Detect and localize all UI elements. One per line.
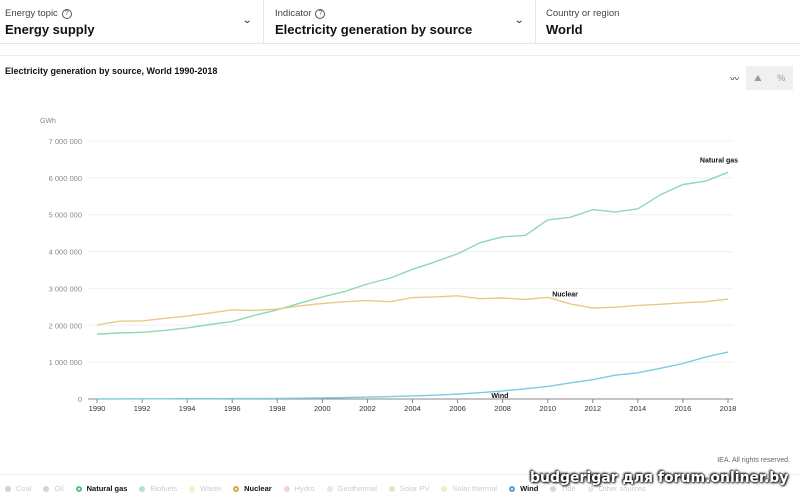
x-tick-label: 2000 (314, 404, 331, 413)
help-icon[interactable]: ? (315, 8, 326, 19)
x-tick-label: 1998 (269, 404, 286, 413)
chevron-down-icon[interactable]: ⌄ (513, 15, 525, 26)
filter-bar: Energy topic? Energy supply ⌄ Indicator?… (0, 0, 800, 44)
legend-label: Coal (16, 484, 32, 493)
x-tick-label: 2014 (630, 404, 647, 413)
x-tick-label: 2016 (675, 404, 692, 413)
legend-dot-icon (388, 485, 395, 492)
energy-topic-value: Energy supply (5, 22, 95, 37)
percent-icon[interactable]: % (777, 73, 786, 83)
country-value: World (546, 22, 583, 37)
legend-dot-icon (509, 485, 516, 492)
copyright-credit: IEA. All rights reserved. (717, 457, 790, 464)
line-chart: GWh 0 1 000 000 2 000 000 3 000 000 4 000 000… (40, 118, 738, 413)
country-selector[interactable]: Country or region World (536, 0, 800, 44)
legend-label: Biofuels (150, 484, 178, 493)
y-axis-unit-label: GWh (40, 118, 56, 125)
energy-topic-selector[interactable]: Energy topic? Energy supply ⌄ (0, 0, 264, 44)
legend-item-wind[interactable]: Wind (509, 484, 538, 493)
series-label: Wind (491, 393, 508, 400)
x-tick-label: 2006 (449, 404, 466, 413)
legend-label: Solar PV (399, 484, 430, 493)
series-label: Nuclear (552, 292, 578, 299)
country-label: Country or region (546, 8, 620, 19)
legend-dot-icon (441, 485, 448, 492)
chevron-down-icon[interactable]: ⌄ (241, 15, 253, 26)
divider (0, 474, 800, 475)
x-tick-label: 2002 (359, 404, 376, 413)
legend-dot-icon (587, 485, 594, 492)
legend-item-natural-gas[interactable]: Natural gas (75, 484, 128, 493)
legend-item-geothermal[interactable]: Geothermal (326, 484, 377, 493)
y-tick-label: 4 000 000 (49, 248, 82, 257)
x-tick-label: 2012 (584, 404, 601, 413)
series-line-natural-gas (96, 171, 729, 335)
chart-title: Electricity generation by source, World … (5, 66, 218, 76)
legend-dot-icon (283, 485, 290, 492)
legend-item-nuclear[interactable]: Nuclear (233, 484, 272, 493)
line-chart-icon[interactable]: 〰 (723, 66, 747, 90)
legend-label: Oil (54, 484, 64, 493)
y-tick-label: 7 000 000 (49, 137, 82, 146)
legend-item-coal[interactable]: Coal (5, 484, 31, 493)
legend-dot-icon (233, 485, 240, 492)
legend-item-solar-pv[interactable]: Solar PV (388, 484, 430, 493)
legend-label: Geothermal (337, 484, 377, 493)
chart-legend: Coal Oil Natural gas Biofuels Waste Nuclear Hy… (5, 484, 646, 493)
y-tick-label: 0 (78, 395, 82, 404)
legend-label: Nuclear (244, 484, 272, 493)
legend-item-waste[interactable]: Waste (189, 484, 221, 493)
legend-item-biofuels[interactable]: Biofuels (139, 484, 177, 493)
legend-dot-icon (550, 485, 557, 492)
series-label: Natural gas (700, 157, 738, 164)
legend-dot-icon (326, 485, 333, 492)
y-tick-label: 5 000 000 (49, 211, 82, 220)
y-tick-label: 1 000 000 (49, 358, 82, 367)
divider (0, 55, 800, 56)
y-tick-label: 6 000 000 (49, 174, 82, 183)
x-tick-label: 1990 (89, 404, 106, 413)
x-tick-label: 1992 (134, 404, 151, 413)
indicator-value: Electricity generation by source (275, 22, 473, 37)
x-tick-label: 2008 (494, 404, 511, 413)
x-tick-label: 1994 (179, 404, 196, 413)
help-icon[interactable]: ? (61, 8, 72, 19)
legend-dot-icon (5, 485, 11, 492)
indicator-label: Indicator (275, 8, 312, 19)
legend-label: Hydro (294, 484, 315, 493)
legend-label: Tide (561, 484, 576, 493)
legend-item-tide[interactable]: Tide (550, 484, 576, 493)
legend-item-hydro[interactable]: Hydro (283, 484, 315, 493)
legend-item-solar-thermal[interactable]: Solar thermal (441, 484, 497, 493)
series-line-nuclear (96, 295, 729, 326)
legend-item-oil[interactable]: Oil (43, 484, 64, 493)
legend-dot-icon (189, 485, 196, 492)
legend-item-other-sources[interactable]: Other sources (587, 484, 646, 493)
indicator-selector[interactable]: Indicator? Electricity generation by sou… (264, 0, 536, 44)
legend-dot-icon (139, 485, 146, 492)
y-tick-label: 2 000 000 (49, 321, 82, 330)
x-tick-label: 2010 (539, 404, 556, 413)
watermark: budgerigar для forum.onliner.by (530, 470, 789, 486)
area-chart-icon[interactable]: ⛰ (754, 72, 762, 83)
legend-label: Natural gas (86, 484, 128, 493)
legend-dot-icon (75, 485, 82, 492)
energy-topic-label: Energy topic (5, 8, 58, 19)
x-tick-label: 2004 (404, 404, 421, 413)
legend-dot-icon (43, 485, 50, 492)
legend-label: Wind (520, 484, 539, 493)
legend-label: Waste (200, 484, 222, 493)
y-tick-label: 3 000 000 (49, 284, 82, 293)
legend-label: Solar thermal (452, 484, 498, 493)
chart-view-toggle: 〰 ⛰ % (723, 66, 793, 90)
x-tick-label: 2018 (720, 404, 737, 413)
series-line-wind (97, 351, 729, 400)
legend-label: Other sources (598, 484, 646, 493)
x-tick-label: 1996 (224, 404, 241, 413)
